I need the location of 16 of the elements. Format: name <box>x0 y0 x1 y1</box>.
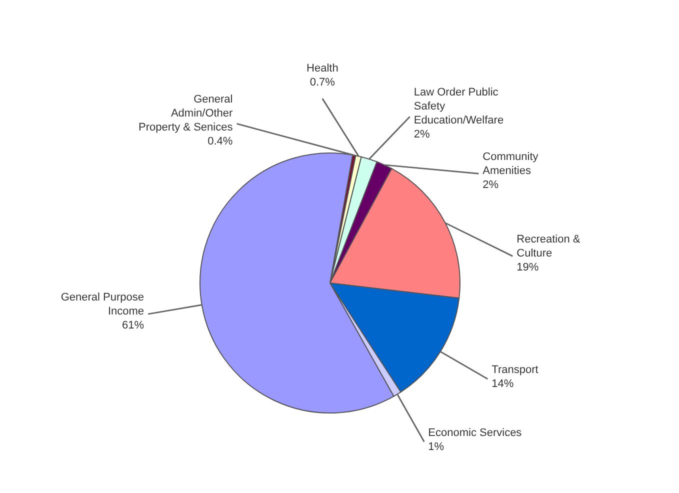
data-label: 0.7% <box>310 76 336 89</box>
slice-label: Health <box>306 62 338 75</box>
slice-label: Economic Services <box>428 426 522 439</box>
data-label: 19% <box>516 262 539 274</box>
data-label: 61% <box>122 320 144 332</box>
data-label: 2% <box>414 128 430 141</box>
data-label: 2% <box>482 179 499 192</box>
data-label: 14% <box>492 378 514 390</box>
slice-label: Recreation & Culture <box>516 234 581 260</box>
slice-label: General Admin/Other Property & Senices <box>138 94 234 134</box>
slice-label: Law Order Public Safety Education/Welfare <box>414 86 504 127</box>
data-label: 1% <box>428 440 444 453</box>
data-label: 0.4% <box>208 136 233 148</box>
slice-label: Community Amenities <box>482 151 539 178</box>
slice-label: Transport <box>492 364 538 376</box>
slice-label: General Purpose Income <box>60 292 144 318</box>
